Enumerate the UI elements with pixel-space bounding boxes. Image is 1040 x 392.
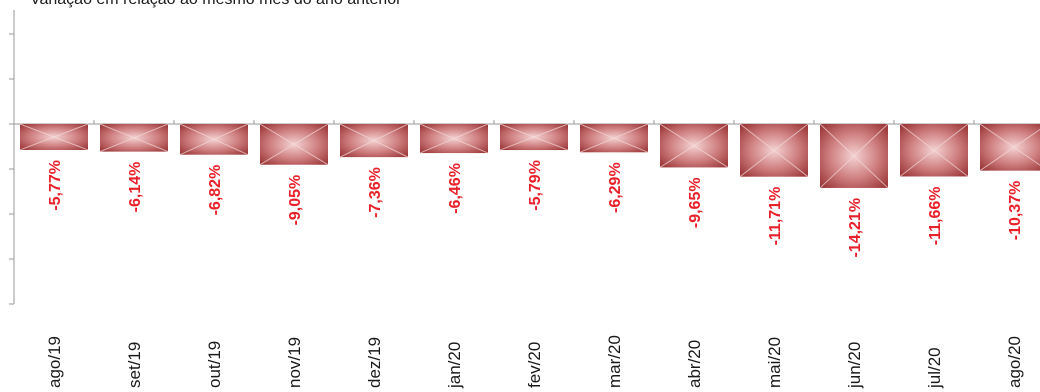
bar-bevel bbox=[133, 123, 169, 139]
bar-bevel bbox=[259, 123, 295, 145]
bar-bevel bbox=[419, 138, 455, 154]
bar bbox=[339, 123, 409, 158]
bar-bevel bbox=[339, 123, 375, 142]
value-label: -11,66% bbox=[927, 186, 944, 245]
value-label: -5,77% bbox=[47, 160, 64, 211]
chart-subtitle: Variação em relação ao mesmo mês do ano … bbox=[30, 0, 402, 8]
bar bbox=[179, 123, 249, 156]
value-label: -6,46% bbox=[447, 163, 464, 214]
category-label: dez/19 bbox=[365, 337, 384, 388]
bar-bevel bbox=[1013, 128, 1040, 148]
bar-bevel bbox=[133, 137, 169, 153]
category-label: out/19 bbox=[205, 341, 224, 388]
category-label: jan/20 bbox=[445, 342, 464, 389]
bar-bevel bbox=[933, 149, 969, 177]
bar-bevel bbox=[613, 123, 649, 139]
category-label: abr/20 bbox=[685, 340, 704, 388]
bar bbox=[739, 123, 809, 178]
value-label: -5,79% bbox=[527, 160, 544, 211]
value-label: -6,14% bbox=[127, 162, 144, 213]
bar-bevel bbox=[293, 143, 329, 166]
category-label: ago/20 bbox=[1005, 336, 1024, 388]
bar-bevel bbox=[979, 146, 1015, 172]
bar-bevel bbox=[259, 143, 295, 166]
bar-bevel bbox=[179, 123, 215, 140]
y-axis-ticks bbox=[9, 33, 14, 305]
bar-bevel bbox=[419, 123, 455, 139]
bar-bevel bbox=[499, 136, 535, 151]
bar-bevel bbox=[453, 138, 489, 154]
category-label: set/19 bbox=[125, 342, 144, 388]
bar-bevel bbox=[499, 123, 535, 138]
bar-bevel bbox=[819, 123, 855, 157]
value-label: -10,37% bbox=[1007, 181, 1024, 241]
bar-bevel bbox=[979, 123, 1015, 148]
bar-bevel bbox=[19, 123, 55, 138]
bar-bevel bbox=[613, 137, 649, 153]
category-label: fev/20 bbox=[525, 342, 544, 388]
bar-bevel bbox=[373, 123, 409, 142]
bar-bevel bbox=[293, 123, 329, 145]
bar bbox=[659, 123, 729, 168]
bar-bevel bbox=[899, 123, 935, 151]
value-labels-group: -5,77% -6,14% -6,82% -9,05% -7,36% -6,46% -5,7… bbox=[47, 160, 1024, 258]
value-label: -6,82% bbox=[207, 165, 224, 216]
bars-group bbox=[19, 123, 1040, 189]
bar-bevel bbox=[53, 136, 89, 151]
bar-bevel bbox=[1013, 146, 1040, 166]
bar-bevel bbox=[739, 149, 775, 178]
category-label: jul/20 bbox=[925, 347, 944, 389]
value-label: -9,05% bbox=[287, 175, 304, 226]
bar bbox=[819, 123, 889, 189]
bar-bevel bbox=[579, 123, 615, 139]
bar-rect bbox=[980, 124, 1040, 171]
bar-bevel bbox=[693, 145, 729, 168]
category-labels-group: ago/19 set/19 out/19 nov/19 dez/19 jan/20 fev/… bbox=[45, 335, 1024, 389]
bar-bevel bbox=[213, 138, 249, 156]
bar-bevel bbox=[453, 123, 489, 139]
bar-bevel bbox=[659, 123, 695, 147]
bar bbox=[419, 123, 489, 154]
bar-bevel bbox=[533, 123, 569, 138]
bar-bevel bbox=[899, 149, 935, 177]
bar-bevel bbox=[373, 140, 409, 158]
bar-bevel bbox=[693, 123, 729, 147]
category-label: jun/20 bbox=[845, 342, 864, 389]
bar-bevel bbox=[53, 123, 89, 138]
bar-bevel bbox=[533, 136, 569, 151]
bar-bevel bbox=[853, 123, 889, 157]
category-label: mai/20 bbox=[765, 337, 784, 388]
bar bbox=[899, 123, 969, 177]
bar-bevel bbox=[853, 155, 889, 189]
bar-bevel bbox=[819, 155, 855, 189]
bar-bevel bbox=[99, 137, 135, 153]
bar-bevel bbox=[179, 138, 215, 156]
bar-bevel bbox=[213, 123, 249, 140]
bar-bevel bbox=[659, 145, 695, 168]
value-label: -7,36% bbox=[367, 167, 384, 218]
category-label: nov/19 bbox=[285, 337, 304, 388]
value-label: -11,71% bbox=[767, 187, 784, 246]
bar-bevel bbox=[933, 123, 969, 151]
bar-bevel bbox=[773, 123, 809, 151]
value-label: -14,21% bbox=[847, 198, 864, 258]
bar bbox=[979, 123, 1040, 172]
value-label: -9,65% bbox=[687, 177, 704, 228]
bar-bevel bbox=[579, 137, 615, 153]
value-label: -6,29% bbox=[607, 162, 624, 213]
x-axis-ticks bbox=[93, 120, 975, 124]
bar-bevel bbox=[739, 123, 775, 151]
bar bbox=[99, 123, 169, 153]
category-label: mar/20 bbox=[605, 335, 624, 388]
category-label: ago/19 bbox=[45, 336, 64, 388]
bar-bevel bbox=[19, 136, 55, 151]
bar-bevel bbox=[339, 140, 375, 158]
bar bbox=[499, 123, 569, 151]
bar-bevel bbox=[99, 123, 135, 139]
bar-bevel bbox=[773, 149, 809, 178]
bar bbox=[579, 123, 649, 153]
bar bbox=[19, 123, 89, 151]
bar bbox=[259, 123, 329, 166]
